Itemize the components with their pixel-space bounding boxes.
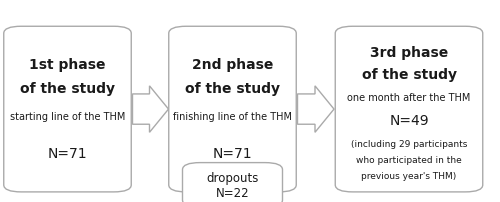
FancyBboxPatch shape	[169, 26, 296, 192]
Text: starting line of the THM: starting line of the THM	[10, 112, 125, 122]
Text: of the study: of the study	[185, 82, 280, 96]
Polygon shape	[195, 163, 270, 191]
Text: N=49: N=49	[389, 114, 429, 128]
Text: 3rd phase: 3rd phase	[370, 45, 448, 60]
Text: 1st phase: 1st phase	[29, 58, 106, 72]
Text: of the study: of the study	[20, 82, 115, 96]
Text: one month after the THM: one month after the THM	[348, 93, 470, 103]
FancyBboxPatch shape	[335, 26, 483, 192]
Text: dropouts: dropouts	[206, 172, 258, 185]
Text: 2nd phase: 2nd phase	[192, 58, 273, 72]
Text: who participated in the: who participated in the	[356, 156, 462, 165]
Text: N=71: N=71	[212, 146, 252, 161]
Text: previous year's THM): previous year's THM)	[362, 172, 456, 181]
Text: N=71: N=71	[48, 146, 88, 161]
Text: N=22: N=22	[216, 187, 250, 200]
Text: finishing line of the THM: finishing line of the THM	[173, 112, 292, 122]
Polygon shape	[298, 86, 334, 132]
Text: of the study: of the study	[362, 68, 456, 82]
FancyBboxPatch shape	[4, 26, 131, 192]
Polygon shape	[132, 86, 168, 132]
Text: (including 29 participants: (including 29 participants	[351, 140, 467, 149]
FancyBboxPatch shape	[182, 163, 282, 202]
